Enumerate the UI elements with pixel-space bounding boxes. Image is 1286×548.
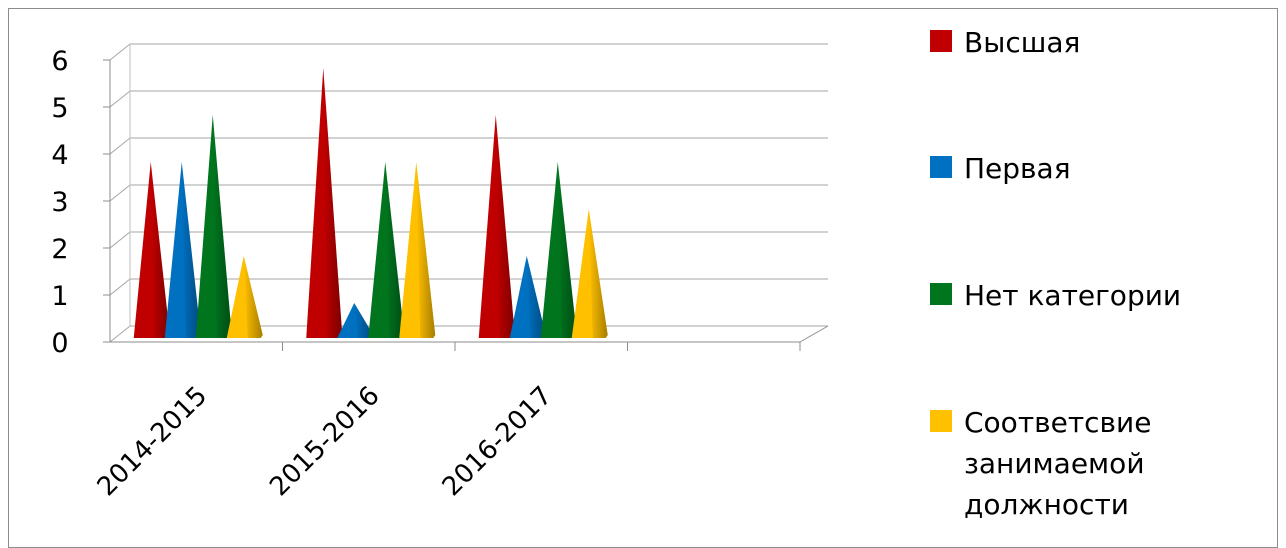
cone-mark	[509, 256, 546, 338]
legend-swatch	[930, 156, 952, 178]
legend-swatch	[930, 410, 952, 432]
legend-swatch	[930, 283, 952, 305]
cone-mark	[368, 162, 405, 338]
cone-mark	[337, 303, 374, 338]
cone-mark	[226, 256, 263, 338]
cone-shade	[416, 162, 436, 338]
y-tick-label: 5	[51, 93, 68, 124]
cone-mark	[195, 115, 232, 338]
cone-mark	[540, 162, 577, 338]
gridline-depth	[109, 90, 131, 108]
legend: Высшая Первая Нет категории Соответсвие зан…	[930, 22, 1280, 542]
cone-mark	[133, 162, 170, 338]
legend-item: Нет категории	[930, 275, 1264, 316]
cone-mark	[571, 209, 608, 338]
cone-shade	[150, 162, 170, 338]
legend-label: Соответсвие занимаемой должности	[964, 406, 1152, 521]
legend-label: Первая	[964, 152, 1071, 185]
legend-item: Соответсвие занимаемой должности	[930, 402, 1204, 525]
x-tick-label: 2016-2017	[437, 381, 558, 502]
legend-swatch	[930, 30, 952, 52]
cone-mark	[399, 162, 436, 338]
legend-item: Высшая	[930, 22, 1264, 63]
cone-shade	[557, 162, 577, 338]
cone-shade	[526, 256, 546, 338]
cone-shade	[181, 162, 201, 338]
cone-shade	[323, 68, 343, 338]
cone-shade	[212, 115, 232, 338]
legend-label: Высшая	[964, 26, 1081, 59]
cone-mark	[164, 162, 201, 338]
gridline-depth	[109, 278, 131, 296]
legend-label: Нет категории	[964, 279, 1182, 312]
cone-shade	[588, 209, 608, 338]
cone-mark	[478, 115, 515, 338]
y-tick-label: 4	[51, 140, 68, 171]
x-tick-label: 2014-2015	[92, 381, 213, 502]
y-tick-label: 2	[51, 234, 68, 265]
gridline-depth	[109, 184, 131, 202]
gridline-depth	[109, 231, 131, 249]
y-tick-label: 3	[51, 187, 68, 218]
floor-right-edge	[799, 325, 829, 343]
cone-mark	[306, 68, 343, 338]
gridline-depth	[109, 137, 131, 155]
chart-plot: 0 1 2 3 4 5 6 2014-2015 2015-2016 2016-2017	[51, 43, 829, 502]
cone-shade	[495, 115, 515, 338]
y-tick-label: 1	[51, 281, 68, 312]
gridline-depth	[109, 43, 131, 61]
legend-item: Первая	[930, 148, 1264, 189]
cone-shade	[243, 256, 263, 338]
y-tick-label: 6	[51, 46, 68, 77]
y-tick-label: 0	[51, 328, 68, 359]
x-tick-label: 2015-2016	[264, 381, 385, 502]
cone-shade	[385, 162, 405, 338]
gridline-depth	[109, 325, 131, 343]
cone-shade	[354, 303, 374, 338]
